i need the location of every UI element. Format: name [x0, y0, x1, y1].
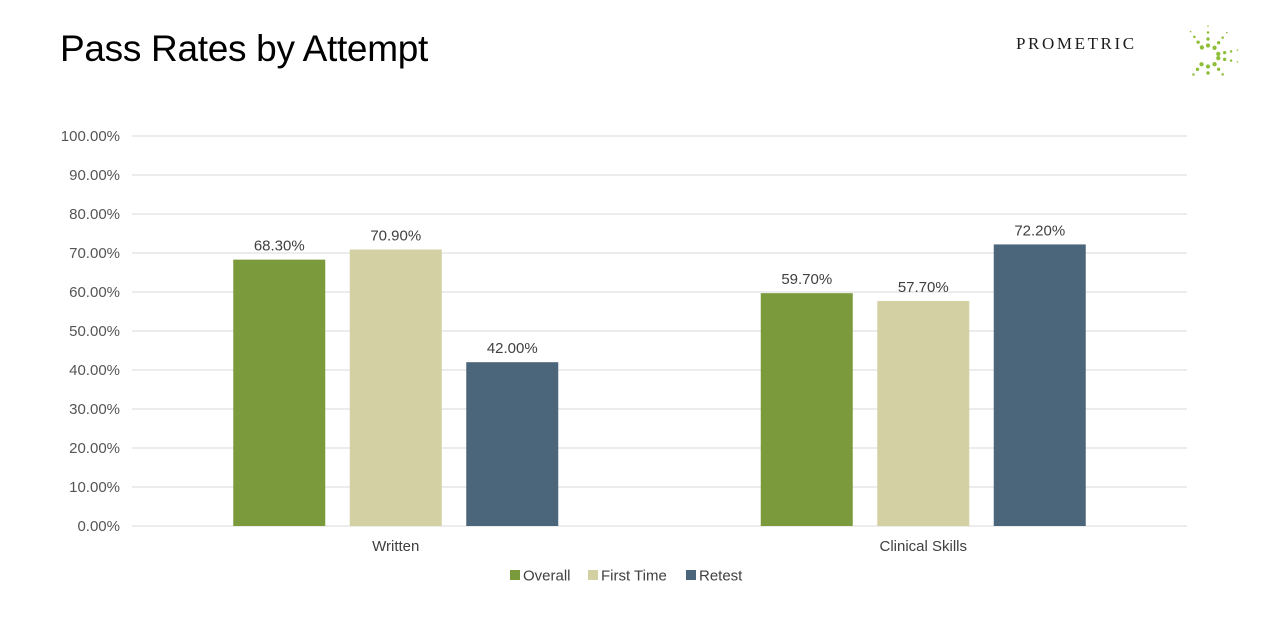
logo-dot: [1236, 61, 1239, 63]
bars: [233, 244, 1086, 527]
logo-dot: [1212, 45, 1217, 50]
logo-dot: [1212, 62, 1217, 67]
logo-dot: [1216, 51, 1221, 57]
y-tick-label: 0.00%: [77, 518, 120, 535]
starburst-icon: [1189, 25, 1239, 76]
logo-dot: [1195, 67, 1200, 72]
prometric-logo: PROMETRIC: [1012, 14, 1242, 76]
data-label: 70.90%: [370, 227, 421, 244]
bar-overall: [233, 259, 326, 526]
logo-dot: [1216, 55, 1221, 61]
legend-swatch: [686, 570, 696, 580]
data-labels: 68.30% 70.90% 42.00% 59.70% 57.70% 72.20%: [254, 222, 1065, 357]
x-category-label: Clinical Skills: [879, 538, 967, 555]
data-label: 68.30%: [254, 238, 305, 255]
y-tick-label: 100.00%: [61, 128, 120, 145]
logo-dot: [1222, 57, 1227, 62]
x-category-label: Written: [372, 538, 419, 555]
legend: Overall First Time Retest: [510, 568, 743, 585]
logo-dot: [1199, 45, 1205, 50]
y-tick-label: 30.00%: [69, 401, 120, 418]
legend-swatch: [510, 570, 520, 580]
logo-dot: [1189, 30, 1192, 33]
logo-dot: [1236, 49, 1239, 51]
logo-dot: [1222, 50, 1227, 55]
logo-dot: [1206, 37, 1210, 41]
data-label: 42.00%: [487, 340, 538, 357]
logo-dot: [1206, 71, 1210, 75]
y-tick-label: 10.00%: [69, 479, 120, 496]
y-tick-label: 40.00%: [69, 362, 120, 379]
logo-dot: [1205, 64, 1211, 69]
bar-retest: [466, 362, 559, 526]
page-title: Pass Rates by Attempt: [60, 28, 428, 69]
data-label: 72.20%: [1014, 222, 1065, 239]
logo-dot: [1221, 36, 1224, 39]
logo-dot: [1216, 41, 1221, 45]
bar-overall: [760, 293, 853, 526]
logo-dot: [1206, 31, 1210, 34]
data-label: 59.70%: [781, 271, 832, 288]
legend-label: Overall: [523, 568, 571, 585]
bar-first-time: [877, 300, 970, 526]
logo-dot: [1196, 40, 1200, 44]
y-tick-label: 20.00%: [69, 440, 120, 457]
legend-label: First Time: [601, 568, 667, 585]
bar-first-time: [349, 249, 442, 527]
logo-dot: [1207, 25, 1209, 27]
logo-dot: [1229, 59, 1233, 62]
y-tick-label: 50.00%: [69, 323, 120, 340]
y-axis-ticks: 0.00% 10.00% 20.00% 30.00% 40.00% 50.00% 60.00…: [61, 128, 120, 535]
y-tick-label: 90.00%: [69, 167, 120, 184]
x-axis-categories: Written Clinical Skills: [372, 538, 967, 555]
y-tick-label: 70.00%: [69, 245, 120, 262]
bar-retest: [993, 244, 1086, 527]
logo-text: PROMETRIC: [1016, 34, 1137, 53]
y-tick-label: 80.00%: [69, 206, 120, 223]
logo-dot: [1229, 50, 1233, 53]
logo-dot: [1216, 67, 1221, 71]
logo-dot: [1205, 43, 1211, 48]
logo-dot: [1192, 73, 1195, 76]
data-label: 57.70%: [898, 279, 949, 296]
logo-dot: [1225, 31, 1228, 34]
logo-dot: [1199, 62, 1204, 67]
legend-swatch: [588, 570, 598, 580]
logo-dot: [1221, 73, 1224, 76]
legend-label: Retest: [699, 568, 743, 585]
logo-dot: [1193, 35, 1196, 39]
y-tick-label: 60.00%: [69, 284, 120, 301]
